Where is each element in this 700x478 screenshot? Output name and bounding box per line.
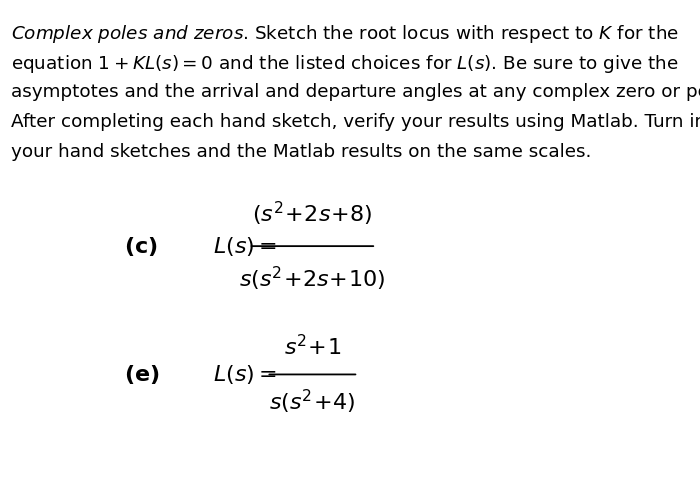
Text: $\it{s}(\it{s}^2\!+\!2\it{s}\!+\!10)$: $\it{s}(\it{s}^2\!+\!2\it{s}\!+\!10)$	[239, 264, 386, 293]
Text: After completing each hand sketch, verify your results using Matlab. Turn in: After completing each hand sketch, verif…	[10, 113, 700, 130]
Text: $\it{s}(\it{s}^2\!+\!4)$: $\it{s}(\it{s}^2\!+\!4)$	[270, 388, 356, 416]
Text: equation $1 + \it{KL}(\it{s}) = 0$ and the listed choices for $\it{L}(\it{s})$. : equation $1 + \it{KL}(\it{s}) = 0$ and t…	[10, 53, 678, 75]
Text: $\it{L}(\it{s}) =$: $\it{L}(\it{s}) =$	[213, 363, 277, 386]
Text: $(\it{s}^2\!+\!2\it{s}\!+\!8)$: $(\it{s}^2\!+\!2\it{s}\!+\!8)$	[252, 200, 372, 228]
Text: $\it{s}^2\!+\!1$: $\it{s}^2\!+\!1$	[284, 334, 341, 359]
Text: $\it{Complex\ poles\ and\ zeros}$. Sketch the root locus with respect to $\it{K}: $\it{Complex\ poles\ and\ zeros}$. Sketc…	[10, 23, 678, 45]
Text: your hand sketches and the Matlab results on the same scales.: your hand sketches and the Matlab result…	[10, 142, 591, 161]
Text: $\it{L}(\it{s}) =$: $\it{L}(\it{s}) =$	[213, 235, 277, 258]
Text: $\bf{(e)}$: $\bf{(e)}$	[124, 363, 160, 386]
Text: asymptotes and the arrival and departure angles at any complex zero or pole.: asymptotes and the arrival and departure…	[10, 83, 700, 101]
Text: $\bf{(c)}$: $\bf{(c)}$	[124, 235, 158, 258]
